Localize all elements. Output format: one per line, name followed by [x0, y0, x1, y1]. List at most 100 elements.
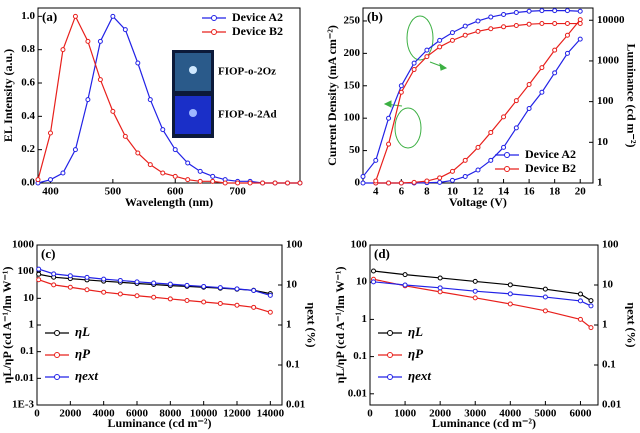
y-tick-label: 200 [344, 47, 361, 59]
data-point [184, 282, 190, 288]
data-point [526, 105, 532, 111]
data-point [449, 37, 455, 43]
y2-tick-label: 10 [602, 279, 614, 291]
y2-axis-label: ηext (%) [624, 302, 638, 347]
data-point [285, 180, 291, 186]
plot-frame [369, 244, 599, 406]
data-point [217, 301, 223, 307]
data-point [36, 266, 42, 272]
data-point [472, 278, 478, 284]
x-tick-label: 12000 [223, 408, 251, 420]
data-point [97, 38, 103, 44]
data-point [424, 54, 430, 60]
data-point [564, 8, 570, 14]
x-tick-label: 5000 [534, 408, 557, 420]
legend-marker [387, 330, 393, 336]
inset-glow [189, 109, 197, 117]
data-point [501, 11, 507, 17]
data-point [462, 174, 468, 180]
data-point [101, 289, 107, 295]
data-point [507, 282, 513, 288]
data-point [539, 89, 545, 95]
data-point [84, 274, 90, 280]
data-point [386, 141, 392, 147]
y-tick-label: 0.4 [21, 110, 35, 122]
x-tick-label: 1000 [394, 408, 417, 420]
y-tick-label: 0.2 [21, 143, 35, 155]
series-line [37, 15, 300, 184]
x-tick-label: 6000 [569, 408, 592, 420]
data-point [51, 271, 57, 277]
y2-tick-label: 1 [602, 319, 608, 331]
y-tick-label: 0.1 [353, 350, 367, 362]
data-point [117, 291, 123, 297]
data-point [267, 309, 273, 315]
inset-glow [189, 66, 197, 74]
legend-marker [54, 330, 60, 336]
data-point [577, 21, 583, 27]
data-point [437, 275, 443, 281]
x-tick-label: 10 [447, 186, 459, 198]
data-point [437, 44, 443, 50]
data-point [488, 157, 494, 163]
y-tick-label: 0.0 [21, 177, 35, 189]
legend-marker [211, 15, 217, 21]
data-point [184, 297, 190, 303]
y-tick-label: 150 [344, 79, 361, 91]
y-axis-label: ηL/ηP (cd A⁻¹/lm W⁻¹) [0, 267, 14, 384]
x-axis-label: Luminance (cd m⁻²) [108, 416, 212, 430]
data-point [449, 177, 455, 183]
data-point [424, 178, 430, 184]
data-point [172, 173, 178, 179]
data-point [371, 279, 377, 285]
legend-marker [504, 152, 510, 158]
series-line [373, 270, 592, 302]
data-point [564, 50, 570, 56]
data-point [234, 286, 240, 292]
y2-tick-label: 100 [602, 239, 619, 251]
y-tick-label: 0 [355, 177, 361, 189]
x-tick-label: 12 [473, 186, 485, 198]
data-point [222, 180, 228, 186]
data-point [386, 115, 392, 121]
data-point [117, 277, 123, 283]
legend-marker [387, 374, 393, 380]
data-point [60, 47, 66, 53]
data-point [577, 291, 583, 297]
y-tick-label: 1000 [12, 239, 35, 251]
data-point [411, 179, 417, 185]
data-point [449, 168, 455, 174]
legend-label: ηL [408, 324, 423, 339]
y-tick-label: 10 [356, 276, 368, 288]
data-point [588, 298, 594, 304]
inset-image: FIOP-o-2Oz FIOP-o-2Ad [172, 50, 277, 138]
data-point [135, 60, 141, 66]
x-tick-label: 20 [575, 186, 587, 198]
data-point [167, 296, 173, 302]
y2-tick-label: 1 [597, 177, 603, 189]
legend-label: Device B2 [525, 161, 576, 175]
data-point [462, 23, 468, 29]
data-point [577, 316, 583, 322]
data-point [475, 167, 481, 173]
data-point [437, 37, 443, 43]
data-point [475, 144, 481, 150]
x-tick-label: 400 [42, 186, 59, 198]
data-point [122, 133, 128, 139]
x-tick-label: 16 [524, 186, 536, 198]
data-point [36, 277, 42, 283]
data-point [475, 28, 481, 34]
x-tick-label: 6000 [126, 408, 149, 420]
y-tick-label: 100 [18, 265, 35, 277]
data-point [197, 178, 203, 184]
data-point [411, 60, 417, 66]
y2-tick-label: 100 [597, 95, 614, 107]
panel-label: (d) [374, 246, 390, 261]
plot-frame [37, 7, 301, 184]
x-tick-label: 3000 [464, 408, 487, 420]
data-point [507, 291, 513, 297]
inset-label: FIOP-o-2Oz [218, 66, 276, 78]
y-tick-label: 50 [349, 144, 361, 156]
data-point [539, 8, 545, 14]
data-point [577, 8, 583, 14]
